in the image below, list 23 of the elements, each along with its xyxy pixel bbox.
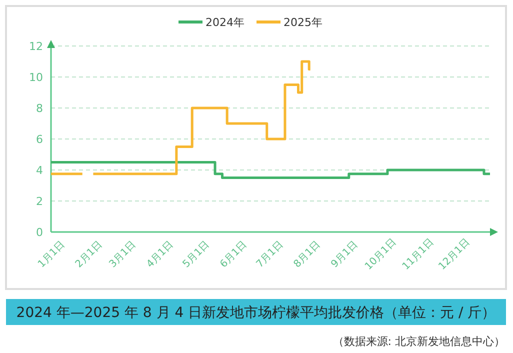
- x-tick-label: 11月1日: [400, 236, 436, 272]
- x-tick-label: 8月1日: [292, 239, 323, 270]
- x-tick-label: 10月1日: [363, 236, 399, 272]
- x-tick-label: 9月1日: [329, 239, 360, 270]
- x-tick-label: 7月1日: [254, 239, 286, 270]
- y-tick-label: 4: [36, 164, 43, 177]
- x-tick-label: 3月1日: [107, 239, 138, 270]
- y-tick-label: 10: [29, 70, 43, 84]
- x-tick-label: 1月1日: [36, 239, 68, 270]
- text: （数据来源: 北京新发地信息中心）: [332, 334, 505, 348]
- x-tick-label: 5月1日: [180, 239, 212, 270]
- x-tick-label: 6月1日: [218, 239, 250, 270]
- x-tick-label: 2月1日: [74, 239, 105, 270]
- y-tick-label: 12: [29, 40, 43, 53]
- y-tick-label: 2: [36, 194, 43, 208]
- legend-label: 2024年: [206, 16, 244, 29]
- legend-label: 2025年: [284, 16, 322, 29]
- x-tick-label: 12月1日: [436, 236, 472, 272]
- y-tick-label: 6: [36, 132, 43, 146]
- y-tick-label: 0: [36, 226, 43, 239]
- y-tick-label: 8: [36, 102, 43, 115]
- x-tick-label: 4月1日: [144, 239, 176, 270]
- text: 2024 年—2025 年 8 月 4 日新发地市场柠檬平均批发价格（单位：元 / 斤）: [16, 304, 496, 321]
